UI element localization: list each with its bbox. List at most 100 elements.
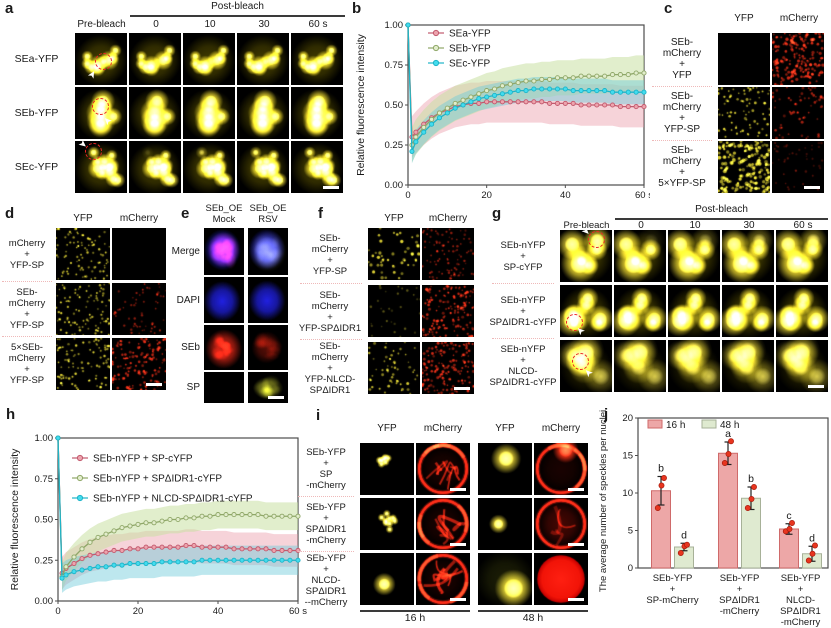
bleach-target-circle xyxy=(94,52,112,70)
micrograph-a-r0-c0: ➤ xyxy=(75,33,127,85)
bleach-target-circle xyxy=(588,231,606,249)
data-point xyxy=(725,451,732,457)
panel-e-row-label: SP xyxy=(186,382,200,393)
y-tick-label: 0.50 xyxy=(35,515,54,526)
micrograph-f-r0-c1-canvas xyxy=(422,228,474,280)
category-label: -mCherry xyxy=(720,606,760,617)
micrograph-d-r1-c0 xyxy=(56,283,110,335)
series-marker xyxy=(255,512,261,518)
category-label: SP-mCherry xyxy=(646,595,699,606)
series-marker xyxy=(547,76,553,82)
panel-c-row-label: SEb- mCherry + YFP xyxy=(662,37,702,81)
micrograph-a-r1-c0: ➤ xyxy=(75,87,127,139)
series-marker xyxy=(167,544,173,550)
series-marker xyxy=(586,102,592,108)
series-marker xyxy=(127,523,133,529)
data-point xyxy=(684,541,690,548)
series-marker xyxy=(239,557,245,563)
x-tick-label: 60 s xyxy=(635,190,650,201)
series-marker xyxy=(468,94,474,100)
panel-a-postbleach-rule xyxy=(130,15,345,17)
series-marker xyxy=(231,512,237,518)
series-marker xyxy=(151,544,157,550)
panel-e-col-header: SEb_OE Mock xyxy=(205,203,243,225)
series-marker xyxy=(515,80,521,86)
micrograph-a-r0-c2 xyxy=(183,33,235,85)
micrograph-f-r1-c0-canvas xyxy=(368,285,420,337)
row-separator xyxy=(2,281,52,282)
panel-g-row-label: SEb-nYFP + SPΔIDR1-cYFP xyxy=(489,294,557,328)
y-axis-label: The average number of speckles per nucle… xyxy=(598,410,609,592)
micrograph-d-r2-c1 xyxy=(112,338,166,390)
micrograph-a-r2-c1-canvas xyxy=(129,141,181,193)
y-tick-label: 0.75 xyxy=(35,474,54,485)
micrograph-e-r2-c1-canvas xyxy=(248,325,288,370)
series-marker xyxy=(625,104,631,110)
series-marker xyxy=(95,551,101,557)
row-separator xyxy=(492,283,554,284)
x-tick-label: 0 xyxy=(405,190,410,201)
panel-c-col-header: mCherry xyxy=(779,13,819,24)
legend-swatch xyxy=(647,419,663,429)
series-marker xyxy=(523,99,529,105)
category-label: SPΔIDR1 xyxy=(719,595,760,606)
micrograph-f-r2-c1 xyxy=(422,342,474,394)
micrograph-i-r1-c0 xyxy=(360,498,414,550)
series-marker xyxy=(135,521,141,527)
micrograph-g-r0-c3 xyxy=(722,230,774,282)
data-point xyxy=(677,550,684,556)
series-marker xyxy=(476,96,482,102)
series-marker xyxy=(633,104,639,110)
series-marker xyxy=(531,78,537,84)
series-marker xyxy=(507,81,513,87)
micrograph-d-r2-c1-canvas xyxy=(112,338,166,390)
series-marker xyxy=(436,110,443,116)
series-marker xyxy=(476,91,482,97)
bleach-target-circle xyxy=(565,314,583,332)
series-marker xyxy=(143,560,149,567)
micrograph-e-r3-c1 xyxy=(248,372,288,403)
series-marker xyxy=(183,543,189,549)
panel-e-label: e xyxy=(181,205,190,222)
series-marker xyxy=(263,513,269,519)
panel-c-row-label: SEb- mCherry + YFP-SP xyxy=(662,91,702,135)
micrograph-g-r1-c1 xyxy=(614,285,666,337)
micrograph-e-r0-c1 xyxy=(248,228,288,275)
micrograph-c-r1-c0-canvas xyxy=(718,87,770,139)
series-marker xyxy=(586,73,592,79)
series-marker xyxy=(491,99,498,105)
series-marker xyxy=(183,559,189,565)
micrograph-a-r0-c3-canvas xyxy=(237,33,289,85)
micrograph-e-r0-c0-canvas xyxy=(204,228,244,275)
series-marker xyxy=(143,520,149,526)
category-label: SEb-YFP xyxy=(781,573,821,584)
micrograph-i-r0-c2-canvas xyxy=(478,443,532,495)
micrograph-g-r1-c2-canvas xyxy=(668,285,720,337)
series-marker xyxy=(247,512,253,518)
panel-i-row-label: SEb-YFP + SP -mCherry xyxy=(306,447,346,491)
panel-i-col-header: YFP xyxy=(377,423,397,434)
micrograph-a-r2-c2 xyxy=(183,141,235,193)
y-tick-label: 0.25 xyxy=(35,555,54,566)
micrograph-g-r0-c3-canvas xyxy=(722,230,774,282)
micrograph-i-r1-c1 xyxy=(416,498,470,550)
series-marker xyxy=(460,102,466,108)
micrograph-e-r2-c0 xyxy=(204,325,244,370)
panel-i-group-label: 16 h xyxy=(404,612,426,624)
series-marker xyxy=(429,116,435,122)
micrograph-g-r2-c4-canvas xyxy=(776,340,828,392)
legend-label: 16 h xyxy=(666,420,685,431)
significance-letter: c xyxy=(786,510,791,522)
data-point xyxy=(658,482,665,489)
series-marker xyxy=(523,78,529,84)
series-marker xyxy=(127,546,133,552)
micrograph-d-r0-c1 xyxy=(112,228,166,280)
panel-i-row-label: SEb-YFP + SPΔIDR1 -mCherry xyxy=(305,502,347,546)
speckle-bar-chart: 0 5 10 15 20 The average number of speckles p… xyxy=(598,410,829,628)
series-marker xyxy=(287,547,293,554)
scale-bar xyxy=(450,543,466,546)
series-marker xyxy=(159,544,165,550)
series-marker xyxy=(295,513,301,519)
x-tick-label: 40 xyxy=(213,606,224,617)
